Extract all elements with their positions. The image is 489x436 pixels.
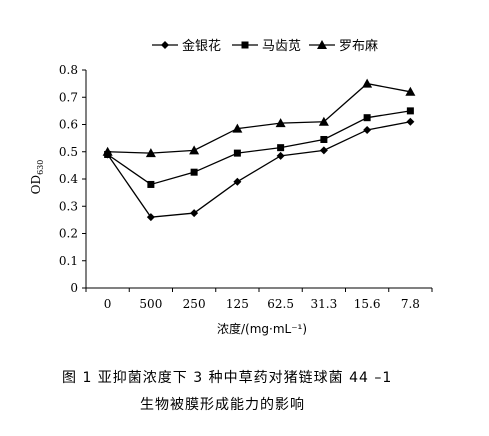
x-tick-label: 15.6 bbox=[354, 297, 381, 311]
data-point bbox=[406, 117, 415, 126]
legend-marker bbox=[241, 41, 249, 49]
x-tick-label: 7.8 bbox=[401, 297, 420, 311]
legend-marker bbox=[161, 41, 169, 49]
legend-label: 马齿苋 bbox=[262, 39, 301, 54]
series-line bbox=[107, 110, 411, 186]
x-tick-label: 125 bbox=[226, 297, 249, 311]
series-1 bbox=[103, 117, 415, 222]
data-point bbox=[102, 146, 113, 156]
y-axis-label-main: OD bbox=[29, 175, 43, 194]
chart-axes bbox=[85, 70, 432, 289]
y-axis-ticks: 0 0.1 0.2 0.3 0.4 0.5 0.6 0.7 0.8 bbox=[59, 63, 86, 295]
data-point bbox=[232, 123, 243, 133]
data-point bbox=[190, 209, 199, 218]
data-point bbox=[146, 213, 155, 222]
data-point bbox=[189, 145, 200, 155]
legend-item: 罗布麻 bbox=[309, 39, 378, 54]
x-axis-ticks: 0 500 250 125 62.5 31.3 15.6 7.8 bbox=[85, 288, 433, 311]
data-point bbox=[233, 177, 242, 186]
x-tick-label: 31.3 bbox=[311, 297, 338, 311]
legend-item: 金银花 bbox=[152, 38, 221, 54]
chart-legend: 金银花 马齿苋 罗布麻 bbox=[152, 38, 378, 54]
legend-marker bbox=[317, 40, 327, 49]
data-point bbox=[318, 116, 329, 126]
x-tick-label: 250 bbox=[183, 297, 206, 311]
x-tick-label: 500 bbox=[139, 297, 162, 311]
y-tick-label: 0 bbox=[70, 281, 78, 295]
x-axis-label: 浓度/(mg·mL⁻¹) bbox=[217, 321, 307, 336]
data-point bbox=[406, 107, 414, 115]
data-point bbox=[363, 114, 371, 122]
data-point bbox=[275, 118, 286, 128]
data-point bbox=[190, 168, 198, 176]
data-point bbox=[363, 125, 372, 134]
data-point bbox=[147, 180, 155, 188]
legend-label: 金银花 bbox=[182, 38, 221, 54]
y-tick-label: 0.8 bbox=[59, 63, 78, 77]
data-point bbox=[276, 151, 285, 160]
data-point bbox=[319, 146, 328, 155]
y-tick-label: 0.1 bbox=[59, 254, 78, 268]
figure-caption-line1: 图 1 亚抑菌浓度下 3 种中草药对猪链球菌 44 –1 bbox=[62, 370, 393, 386]
figure-caption-line2: 生物被膜形成能力的影响 bbox=[140, 397, 305, 413]
data-point bbox=[405, 86, 416, 96]
data-point bbox=[233, 149, 241, 157]
y-tick-label: 0.6 bbox=[59, 118, 78, 132]
data-point bbox=[320, 135, 328, 143]
legend-label: 罗布麻 bbox=[339, 39, 378, 54]
data-point bbox=[362, 78, 373, 88]
y-tick-label: 0.3 bbox=[59, 199, 78, 213]
y-tick-label: 0.2 bbox=[59, 227, 78, 241]
legend-item: 马齿苋 bbox=[232, 39, 301, 54]
series-3 bbox=[102, 78, 416, 158]
data-point bbox=[277, 144, 285, 152]
chart-series bbox=[102, 78, 416, 222]
y-tick-label: 0.4 bbox=[59, 172, 78, 186]
series-line bbox=[107, 82, 411, 154]
series-2 bbox=[104, 107, 414, 188]
x-tick-label: 0 bbox=[104, 297, 112, 311]
y-axis-label-subscript: 630 bbox=[36, 160, 45, 175]
data-point bbox=[145, 148, 156, 158]
y-tick-label: 0.5 bbox=[59, 145, 78, 159]
x-tick-label: 62.5 bbox=[267, 297, 294, 311]
y-tick-label: 0.7 bbox=[59, 90, 78, 104]
y-axis-label: OD630 bbox=[29, 160, 45, 195]
series-line bbox=[107, 121, 411, 218]
